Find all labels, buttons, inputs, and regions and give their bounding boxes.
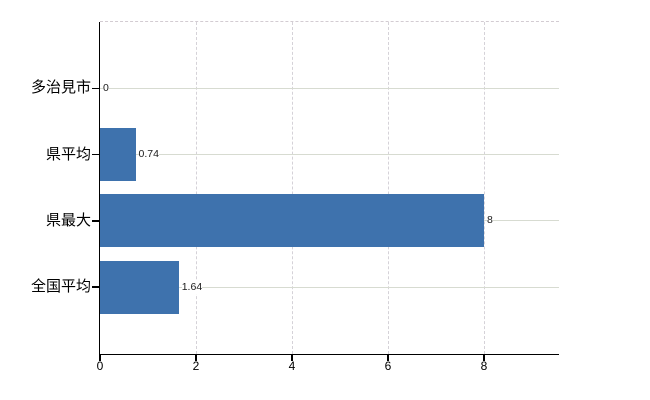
x-tick — [387, 355, 389, 361]
bar-value-label: 0.74 — [138, 148, 159, 162]
x-tick-label: 4 — [288, 359, 296, 373]
y-axis-line — [98, 22, 100, 355]
bar — [100, 260, 179, 314]
category-label: 県最大 — [45, 211, 91, 229]
v-gridline — [292, 22, 293, 354]
v-gridline — [196, 22, 197, 354]
y-tick — [92, 220, 99, 222]
x-tick — [483, 355, 485, 361]
y-tick — [92, 87, 99, 90]
x-tick — [291, 355, 293, 361]
x-axis-line — [98, 353, 559, 355]
plot-top-border — [100, 21, 559, 22]
bar-value-label: 8 — [487, 214, 493, 228]
y-tick — [92, 153, 99, 156]
bar — [100, 128, 136, 182]
h-gridline — [100, 154, 559, 156]
x-tick-label: 2 — [192, 359, 200, 373]
v-gridline — [484, 22, 485, 354]
h-gridline — [100, 87, 559, 89]
category-label: 全国平均 — [30, 278, 91, 296]
x-tick — [195, 355, 197, 361]
x-tick-label: 6 — [384, 359, 392, 373]
bar-value-label: 0 — [103, 81, 109, 95]
x-tick — [99, 355, 101, 361]
h-gridline — [100, 286, 559, 288]
bar — [100, 194, 484, 248]
category-label: 県平均 — [45, 145, 91, 163]
y-tick — [92, 286, 99, 288]
v-gridline — [388, 22, 389, 354]
x-tick-label: 0 — [96, 359, 104, 373]
x-tick-label: 8 — [480, 359, 488, 373]
category-label: 多治見市 — [30, 79, 91, 97]
bar-value-label: 1.64 — [181, 280, 203, 294]
